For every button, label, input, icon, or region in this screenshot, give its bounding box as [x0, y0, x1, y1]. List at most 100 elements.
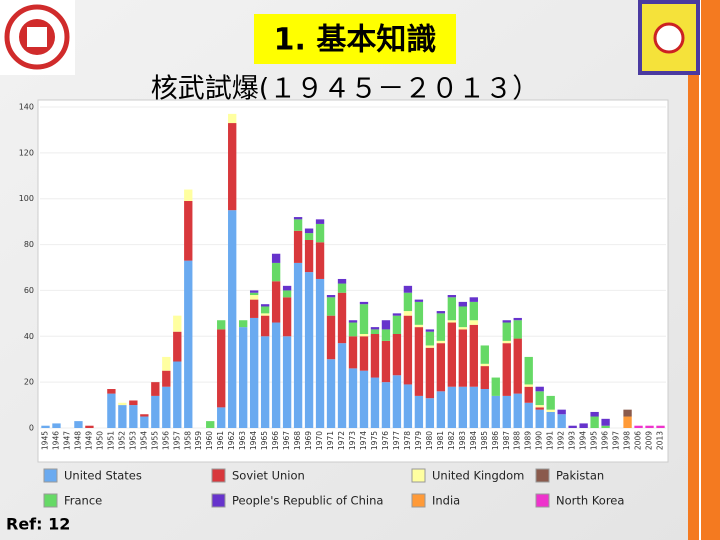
- x-tick-label: 1948: [73, 431, 82, 450]
- bar-segment: [447, 322, 457, 387]
- legend-label: United States: [64, 469, 142, 483]
- bar-segment: [282, 336, 292, 428]
- bar-segment: [447, 295, 457, 298]
- x-tick-label: 1998: [623, 431, 632, 450]
- legend-swatch: [211, 468, 226, 483]
- x-tick-label: 1977: [392, 431, 401, 450]
- x-tick-label: 1989: [524, 431, 533, 450]
- bar-segment: [359, 333, 369, 337]
- bar-segment: [392, 313, 402, 316]
- bar-segment: [107, 389, 116, 394]
- x-tick-label: 1975: [370, 431, 379, 450]
- bar-segment: [392, 333, 402, 376]
- bar-segment: [513, 338, 522, 394]
- bar-segment: [524, 356, 533, 385]
- bar-segment: [249, 299, 259, 318]
- bar-segment: [271, 322, 281, 428]
- bar-segment: [293, 262, 303, 428]
- bar-segment: [315, 278, 325, 428]
- bar-segment: [425, 345, 435, 348]
- bar-segment: [403, 292, 413, 312]
- bar-segment: [546, 395, 555, 410]
- bar-segment: [337, 292, 347, 344]
- y-tick-label: 60: [24, 286, 34, 295]
- bar-segment: [348, 368, 358, 428]
- bar-segment: [326, 359, 336, 428]
- bar-segment: [337, 343, 347, 428]
- y-tick-label: 40: [24, 332, 34, 341]
- x-tick-label: 1983: [458, 431, 467, 450]
- bar-segment: [282, 290, 292, 298]
- bar-segment: [535, 409, 544, 428]
- bar-segment: [326, 295, 336, 298]
- bar-segment: [414, 327, 424, 396]
- bar-segment: [425, 329, 435, 332]
- bar-segment: [601, 425, 610, 428]
- x-tick-label: 1976: [381, 431, 390, 450]
- bar-segment: [217, 329, 226, 408]
- bar-segment: [85, 425, 94, 428]
- x-tick-label: 1958: [183, 431, 192, 450]
- bar-segment: [645, 425, 654, 428]
- x-tick-label: 1986: [491, 431, 500, 450]
- bar-segment: [535, 407, 544, 410]
- bar-segment: [403, 311, 413, 316]
- bar-segment: [140, 416, 149, 428]
- y-tick-label: 80: [24, 240, 34, 249]
- x-tick-label: 1981: [436, 431, 445, 450]
- bar-segment: [260, 315, 270, 337]
- x-tick-label: 1996: [601, 431, 610, 450]
- bar-segment: [557, 409, 566, 415]
- bar-segment: [184, 189, 193, 202]
- bar-segment: [579, 423, 588, 428]
- x-tick-label: 1956: [161, 431, 170, 450]
- legend-label: United Kingdom: [432, 469, 524, 483]
- x-tick-label: 1959: [194, 431, 203, 450]
- legend-label: Soviet Union: [232, 469, 305, 483]
- bar-segment: [151, 395, 160, 428]
- bar-segment: [173, 331, 182, 362]
- bar-segment: [249, 317, 259, 428]
- legend-label: Pakistan: [556, 469, 604, 483]
- legend-swatch: [411, 493, 426, 508]
- y-tick-label: 140: [19, 103, 34, 112]
- bar-segment: [491, 395, 500, 428]
- x-tick-label: 1993: [568, 431, 577, 450]
- legend-swatch: [535, 493, 550, 508]
- x-tick-label: 1979: [414, 431, 423, 450]
- bar-segment: [381, 340, 391, 383]
- bar-segment: [403, 384, 413, 428]
- bar-segment: [293, 217, 303, 220]
- bar-segment: [293, 230, 303, 263]
- x-tick-label: 2009: [645, 431, 654, 450]
- bar-segment: [249, 295, 259, 300]
- bar-segment: [239, 327, 248, 428]
- bar-segment: [535, 405, 544, 408]
- bar-segment: [293, 219, 303, 231]
- bar-segment: [260, 313, 270, 316]
- bar-segment: [546, 409, 555, 412]
- x-tick-label: 1995: [590, 431, 599, 450]
- bar-segment: [41, 425, 50, 428]
- bar-segment: [348, 320, 358, 323]
- bar-segment: [359, 370, 369, 428]
- bar-segment: [326, 315, 336, 360]
- bar-segment: [623, 409, 632, 417]
- bar-segment: [458, 306, 467, 328]
- bar-segment: [513, 317, 522, 321]
- x-tick-label: 1949: [84, 431, 93, 450]
- bar-segment: [458, 329, 467, 387]
- bar-segment: [436, 391, 446, 428]
- bar-segment: [260, 304, 270, 307]
- bar-segment: [315, 242, 325, 279]
- bar-segment: [469, 320, 478, 325]
- y-tick-label: 120: [19, 148, 34, 157]
- x-tick-label: 1970: [315, 431, 324, 450]
- legend-swatch: [211, 493, 226, 508]
- bar-segment: [623, 416, 632, 428]
- bar-segment: [436, 311, 446, 314]
- bar-segment: [557, 414, 566, 428]
- x-tick-label: 1966: [271, 431, 280, 450]
- bar-segment: [601, 418, 610, 426]
